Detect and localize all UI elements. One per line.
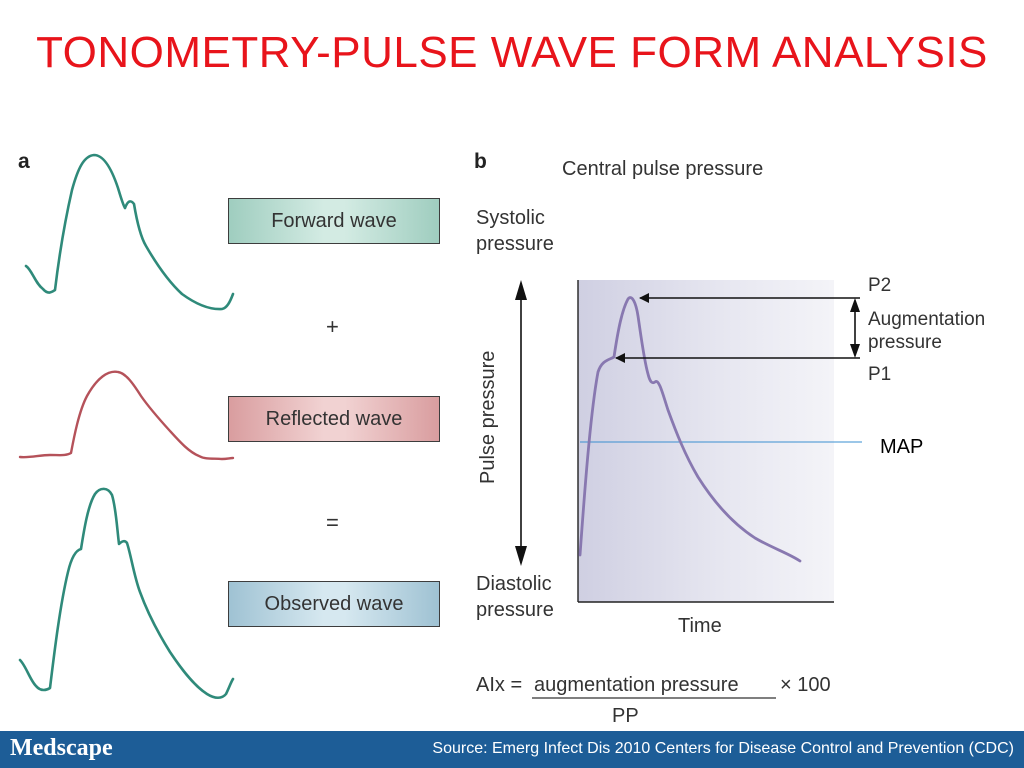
diastolic-label-line1: Diastolic (476, 573, 552, 595)
map-label: MAP (880, 436, 924, 458)
formula-aix: AIx = (476, 674, 523, 696)
formula-times-100: × 100 (780, 674, 831, 696)
time-axis-label: Time (678, 615, 722, 637)
observed-wave-label: Observed wave (228, 581, 440, 627)
slide-title: TONOMETRY-PULSE WAVE FORM ANALYSIS (36, 28, 988, 77)
panel-a-letter: a (18, 150, 30, 173)
central-pulse-pressure-heading: Central pulse pressure (562, 158, 764, 180)
plus-sign: + (326, 314, 339, 339)
augmentation-label-line2: pressure (868, 332, 942, 353)
source-credit: Source: Emerg Infect Dis 2010 Centers fo… (432, 740, 1014, 757)
medscape-logo: Medscape (10, 735, 113, 761)
formula-denominator: PP (612, 705, 639, 727)
observed-wave-curve (18, 487, 235, 700)
augmentation-arrow-down (850, 344, 860, 358)
p2-label: P2 (868, 275, 892, 296)
pulse-pressure-arrow-down (515, 546, 527, 566)
systolic-label-line2: pressure (476, 233, 554, 255)
formula-numerator: augmentation pressure (534, 674, 739, 696)
central-pressure-plot-area (578, 280, 834, 602)
p1-label: P1 (868, 364, 892, 385)
footer-bar: Medscape Source: Emerg Infect Dis 2010 C… (0, 731, 1024, 768)
panel-b-letter: b (474, 150, 487, 173)
augmentation-label-line1: Augmentation (868, 309, 986, 330)
equals-sign: = (326, 510, 339, 535)
pulse-pressure-arrow-up (515, 280, 527, 300)
systolic-label-line1: Systolic (476, 207, 545, 229)
central-pressure-wave-curve (578, 296, 802, 563)
reflected-wave-curve (18, 370, 235, 461)
reflected-wave-label: Reflected wave (228, 396, 440, 442)
diastolic-label-line2: pressure (476, 599, 554, 621)
forward-wave-label: Forward wave (228, 198, 440, 244)
forward-wave-curve (24, 153, 235, 311)
augmentation-arrow-up (850, 298, 860, 312)
